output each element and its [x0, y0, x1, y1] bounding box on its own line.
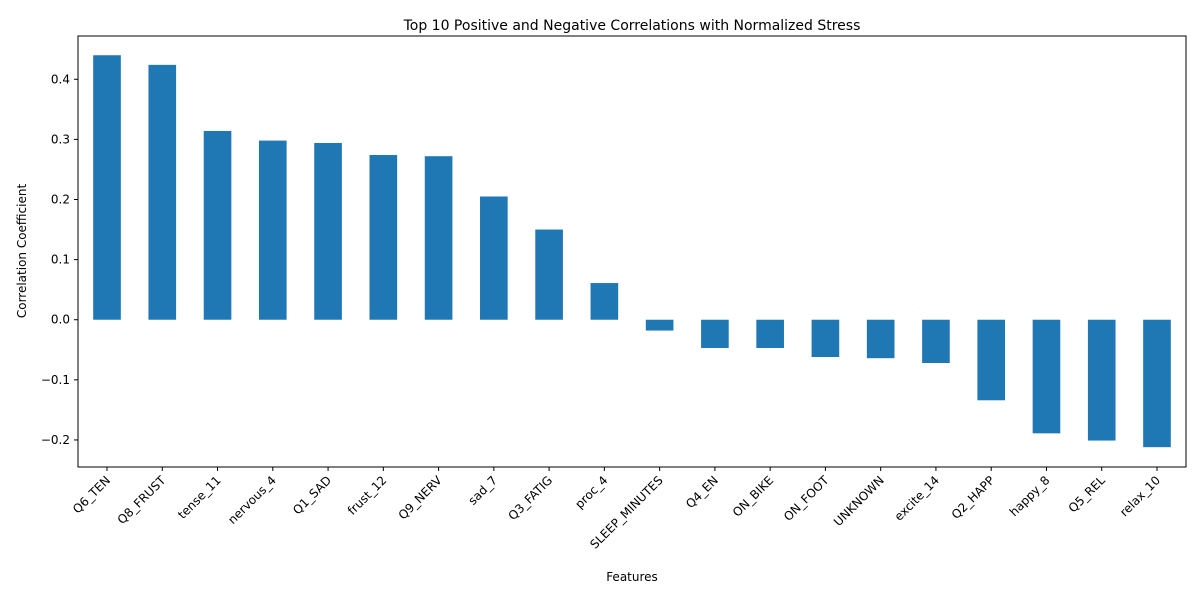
bar-tense_11: [203, 130, 232, 320]
x-axis-label: Features: [606, 570, 658, 584]
x-tick-label: ON_FOOT: [781, 473, 832, 524]
x-tick-label: ON_BIKE: [730, 473, 776, 519]
x-tick-label: Q3_FATIG: [505, 473, 555, 523]
x-tick-label: Q8_FRUST: [115, 473, 169, 527]
y-tick-label: 0.3: [51, 132, 70, 146]
bar-Q2_HAPP: [977, 319, 1006, 401]
bar-Q4_EN: [701, 319, 729, 348]
y-axis: −0.2 −0.1 0.0 0.1 0.2 0.3 0.4: [41, 72, 78, 447]
bar-sad_7: [480, 196, 508, 320]
bar-Q8_FRUST: [148, 64, 177, 320]
y-tick-label: 0.1: [51, 253, 70, 267]
bar-Q5_REL: [1087, 319, 1116, 441]
x-tick-label: Q1_SAD: [290, 473, 334, 517]
bar-Q6_TEN: [93, 55, 121, 320]
y-tick-label: 0.2: [51, 193, 70, 207]
plot-frame: [77, 35, 1187, 468]
y-tick-label: −0.1: [41, 373, 70, 387]
bar-relax_10: [1143, 319, 1171, 448]
bar-excite_14: [922, 319, 950, 364]
bar-Q9_NERV: [424, 156, 453, 320]
bar-SLEEP_MINUTES: [645, 319, 674, 331]
x-tick-label: sad_7: [465, 473, 500, 508]
x-tick-label: tense_11: [175, 473, 224, 522]
bar-ON_FOOT: [811, 319, 840, 357]
x-tick-label: frust_12: [345, 473, 390, 518]
bar-ON_BIKE: [756, 319, 784, 348]
x-tick-label: Q5_REL: [1066, 473, 1108, 515]
bar-nervous_4: [258, 140, 287, 320]
x-tick-label: Q4_EN: [683, 473, 721, 511]
x-axis: Q6_TEN Q8_FRUST tense_11 nervous_4 Q1_SAD fru…: [70, 467, 1163, 552]
bar-frust_12: [369, 155, 398, 320]
bar-UNKNOWN: [866, 319, 895, 359]
x-tick-label: relax_10: [1117, 473, 1163, 519]
x-tick-label: Q2_HAPP: [949, 473, 998, 522]
y-tick-label: 0.0: [51, 313, 70, 327]
bar-proc_4: [590, 283, 619, 320]
chart-title: Top 10 Positive and Negative Correlation…: [403, 18, 861, 34]
x-tick-label: happy_8: [1007, 473, 1053, 519]
y-tick-label: 0.4: [51, 72, 70, 86]
x-tick-label: nervous_4: [225, 473, 279, 527]
x-tick-label: excite_14: [892, 473, 942, 523]
x-tick-label: UNKNOWN: [831, 473, 887, 529]
bars-group: [93, 55, 1171, 448]
bar-happy_8: [1032, 319, 1061, 434]
y-axis-label: Correlation Coefficient: [15, 184, 29, 319]
x-tick-label: Q6_TEN: [70, 473, 113, 516]
x-tick-label: Q9_NERV: [396, 473, 446, 523]
bar-Q3_FATIG: [535, 229, 563, 320]
bar-Q1_SAD: [314, 143, 342, 320]
x-tick-label: proc_4: [572, 473, 610, 511]
y-tick-label: −0.2: [41, 433, 70, 447]
